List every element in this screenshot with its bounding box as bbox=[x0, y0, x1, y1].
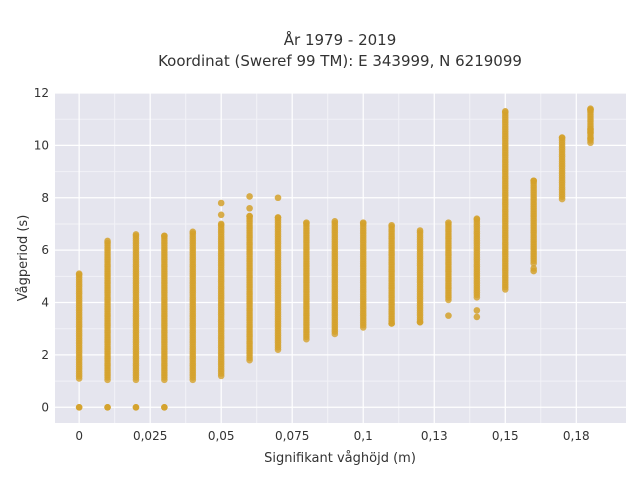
data-point bbox=[388, 221, 395, 229]
x-axis-title: Signifikant våghöjd (m) bbox=[264, 451, 416, 466]
data-point-outlier bbox=[246, 193, 253, 200]
y-axis-title: Vågperiod (s) bbox=[16, 215, 31, 302]
chart-title-line-1: År 1979 - 2019 bbox=[284, 30, 397, 49]
data-point-outlier bbox=[473, 307, 481, 314]
x-tick-label: 0,025 bbox=[133, 429, 167, 443]
y-tick-label: 2 bbox=[41, 348, 49, 362]
y-tick-label: 6 bbox=[41, 243, 49, 257]
data-point-outlier bbox=[530, 265, 537, 272]
data-point bbox=[530, 177, 537, 185]
data-point-outlier bbox=[587, 106, 594, 114]
data-point bbox=[246, 212, 253, 220]
x-tick-label: 0,05 bbox=[208, 429, 235, 443]
data-point-outlier bbox=[587, 126, 594, 133]
data-point bbox=[75, 270, 83, 278]
y-tick-label: 8 bbox=[41, 191, 49, 205]
data-point bbox=[274, 214, 282, 221]
data-point-outlier bbox=[217, 199, 225, 207]
data-point bbox=[104, 237, 111, 245]
data-point-outlier bbox=[388, 320, 395, 327]
data-point-outlier bbox=[416, 318, 424, 326]
data-point-outlier bbox=[445, 312, 452, 319]
data-points bbox=[75, 105, 594, 411]
data-point-outlier bbox=[587, 135, 594, 143]
data-point bbox=[303, 219, 310, 226]
data-point bbox=[217, 220, 225, 228]
y-tick-labels: 0 2 4 6 8 10 12 bbox=[34, 86, 49, 414]
x-tick-label: 0,18 bbox=[563, 429, 590, 443]
x-tick-label: 0,1 bbox=[354, 429, 373, 443]
data-point bbox=[445, 219, 452, 226]
data-point-outlier bbox=[161, 403, 168, 411]
data-point bbox=[558, 134, 566, 141]
x-tick-labels: 0 0,025 0,05 0,075 0,1 0,13 0,15 0,18 bbox=[75, 429, 589, 443]
data-point bbox=[189, 228, 197, 236]
data-point-outlier bbox=[246, 204, 253, 212]
x-tick-label: 0,15 bbox=[492, 429, 519, 443]
data-point-outlier bbox=[75, 403, 83, 411]
data-point bbox=[473, 215, 481, 223]
x-tick-label: 0,075 bbox=[275, 429, 309, 443]
data-point bbox=[132, 231, 140, 238]
y-tick-label: 0 bbox=[41, 400, 49, 414]
x-tick-label: 0 bbox=[75, 429, 83, 443]
data-point bbox=[331, 218, 339, 225]
data-point-outlier bbox=[132, 403, 140, 411]
data-point-outlier bbox=[473, 313, 481, 321]
y-tick-label: 4 bbox=[41, 296, 49, 310]
y-tick-label: 10 bbox=[34, 138, 49, 152]
chart-title-line-2: Koordinat (Sweref 99 TM): E 343999, N 62… bbox=[158, 52, 522, 70]
data-point bbox=[359, 219, 367, 226]
data-point-outlier bbox=[274, 194, 282, 202]
data-point-outlier bbox=[104, 403, 111, 411]
y-tick-label: 12 bbox=[34, 86, 49, 100]
data-point bbox=[501, 108, 509, 115]
x-tick-label: 0,13 bbox=[421, 429, 448, 443]
data-point bbox=[161, 232, 168, 240]
data-point bbox=[416, 227, 424, 234]
data-point-outlier bbox=[217, 211, 225, 219]
